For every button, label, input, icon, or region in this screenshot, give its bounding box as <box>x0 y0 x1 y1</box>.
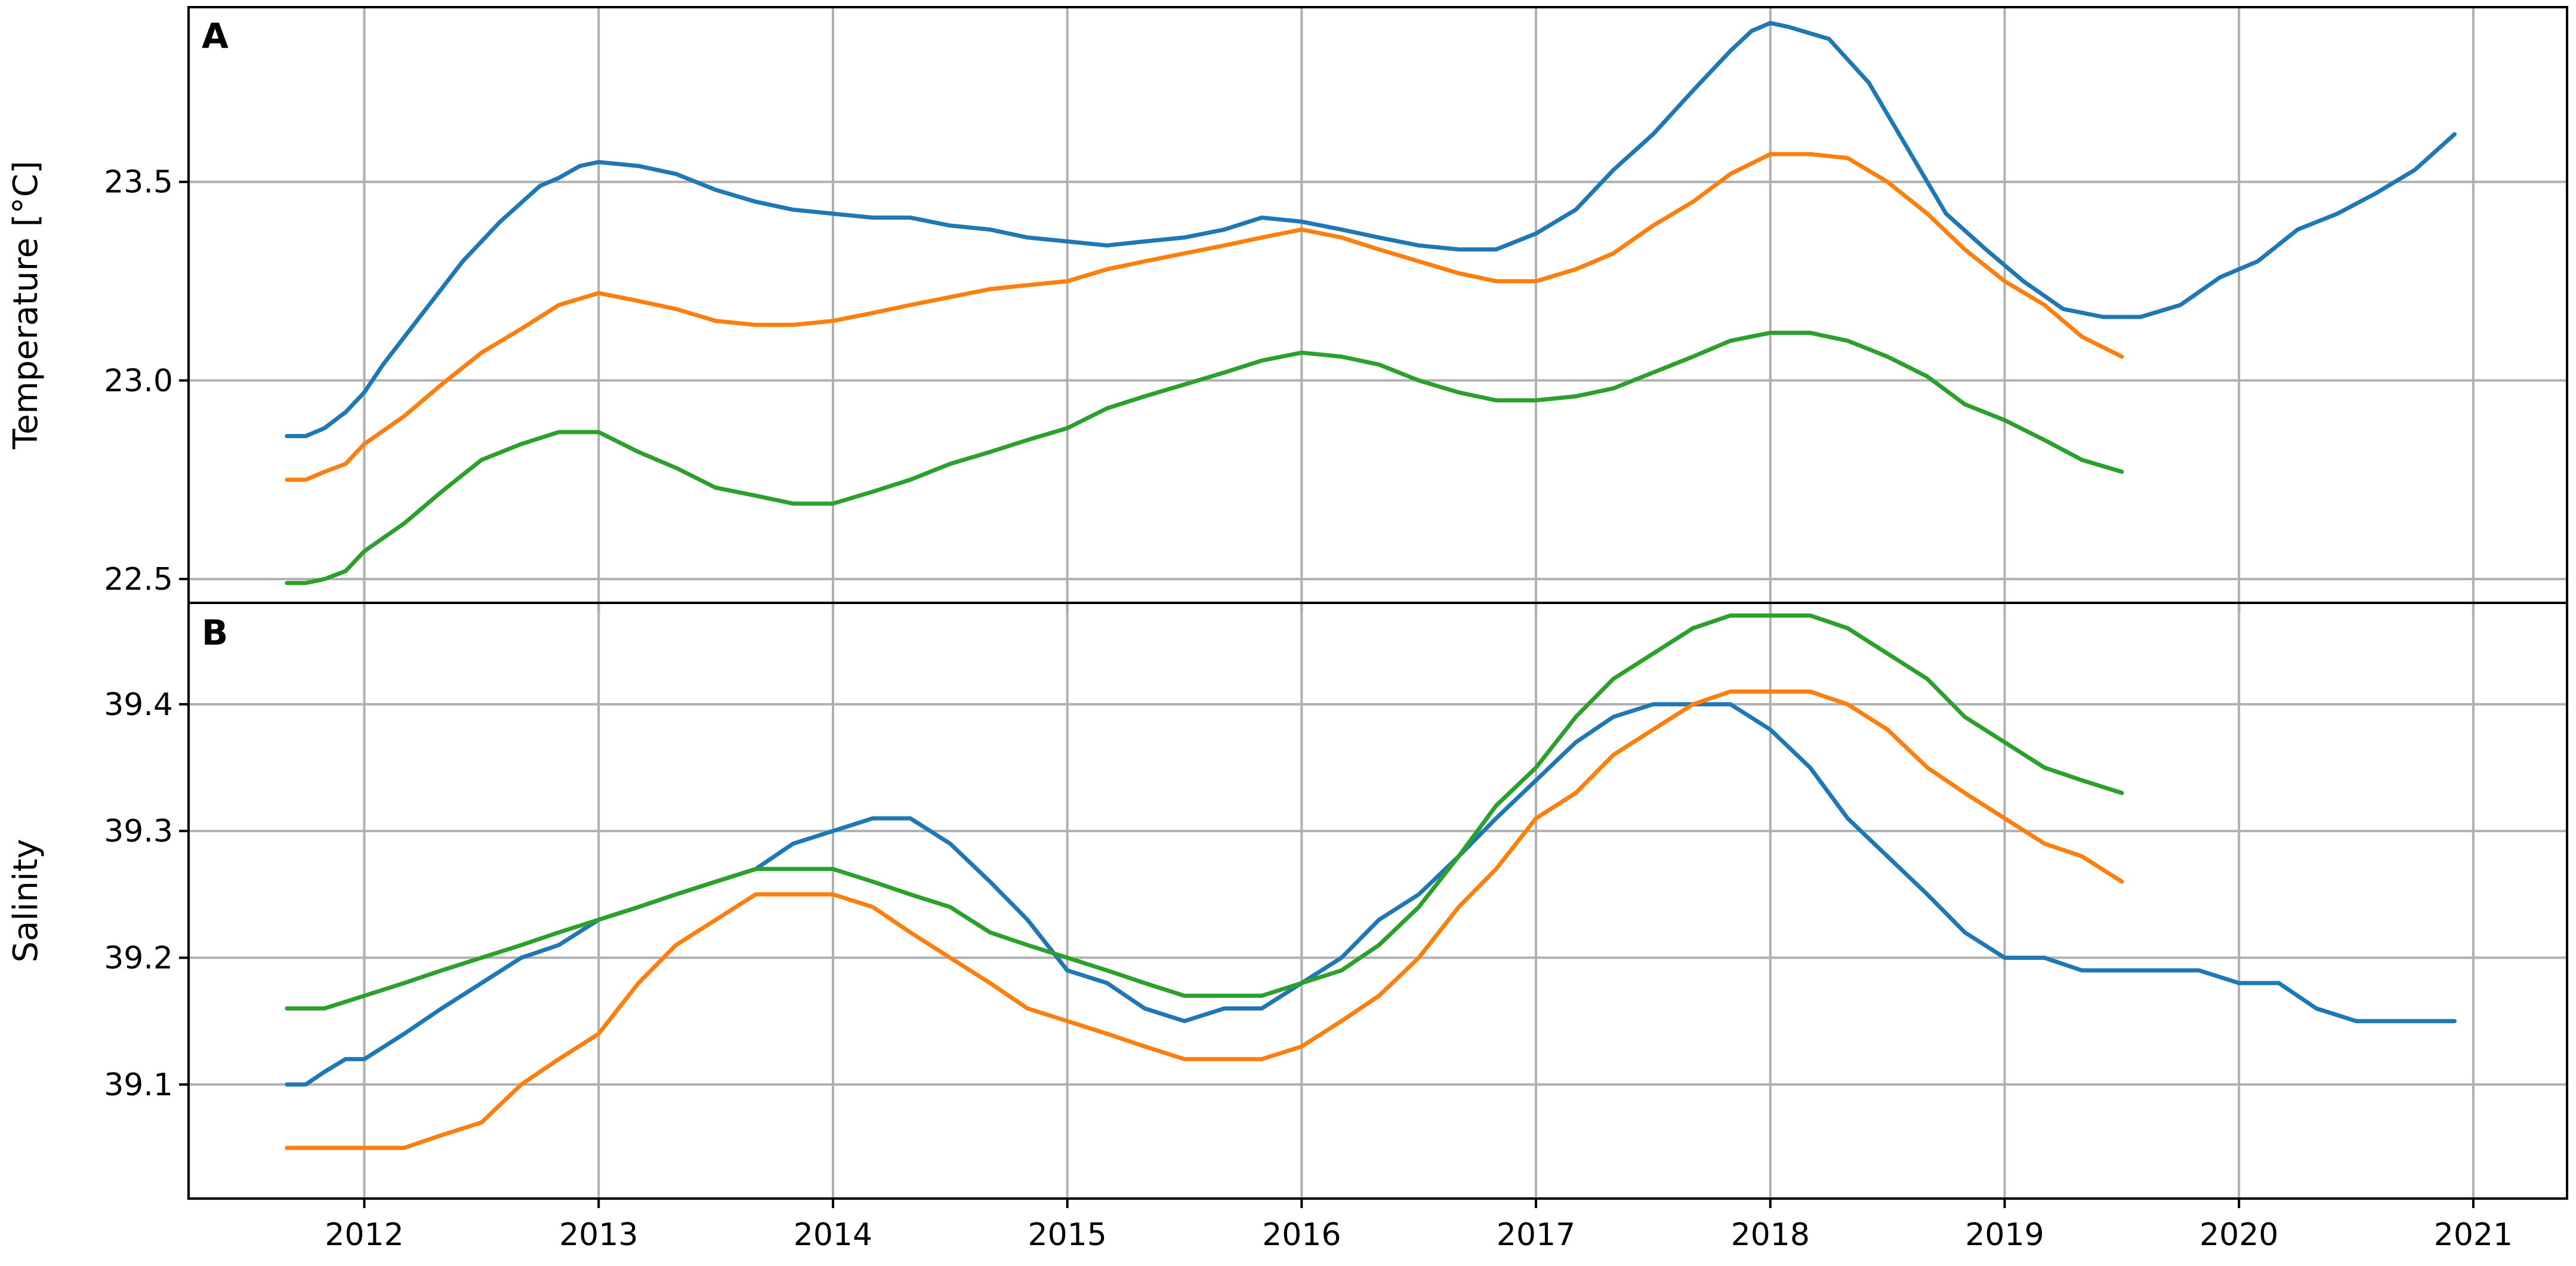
x-tick-label-2015: 2015 <box>1028 1217 1106 1253</box>
salinity-series-line-1 <box>285 702 2457 1087</box>
salinity-plot-frame <box>187 602 2568 1200</box>
temperature-y-ticks: 22.5 23.0 23.5 <box>104 165 2475 612</box>
salinity-y-ticks: 39.1 39.2 39.3 39.4 <box>104 687 189 1103</box>
x-tick-label-2021: 2021 <box>2434 1217 2513 1253</box>
x-tick-label-2018: 2018 <box>1731 1217 1810 1253</box>
salinity-grid <box>189 603 2567 1199</box>
x-tick-label-2013: 2013 <box>559 1217 638 1253</box>
salinity-series-line-3 <box>285 613 2124 1011</box>
x-tick-label-2019: 2019 <box>1965 1217 2044 1253</box>
x-tick-label-2020: 2020 <box>2199 1217 2278 1253</box>
temperature-series-line-2 <box>285 152 2124 482</box>
salinity-series <box>285 613 2457 1150</box>
panel-label-b: B <box>202 612 228 653</box>
salinity-y-tick-label-3: 39.4 <box>104 687 173 723</box>
salinity-panel: 39.139.239.339.4 2012 2013 2014 2015 2016 201… <box>7 602 2568 1253</box>
panel-label-a: A <box>202 16 229 56</box>
temperature-y-tick-label-0: 22.5 <box>104 562 173 597</box>
salinity-y-tick-label-0: 39.1 <box>104 1067 173 1103</box>
temperature-panel: 22.5 23.0 23.5 A Temperature [°C] <box>7 6 2568 612</box>
temperature-series-line-1 <box>285 21 2457 439</box>
temperature-series-line-3 <box>285 331 2124 586</box>
x-tick-label-2014: 2014 <box>794 1217 872 1253</box>
x-tick-label-2017: 2017 <box>1497 1217 1575 1253</box>
x-tick-label-2012: 2012 <box>325 1217 403 1253</box>
temperature-y-tick-label-1: 23.0 <box>104 363 173 399</box>
temperature-series <box>285 21 2457 586</box>
temperature-y-tick-label-2: 23.5 <box>104 165 173 201</box>
temperature-grid <box>189 7 2567 603</box>
salinity-series-line-2 <box>285 689 2124 1150</box>
salinity-y-axis-label: Salinity <box>7 839 45 962</box>
x-tick-label-2016: 2016 <box>1262 1217 1341 1253</box>
shared-x-ticks: 2012 2013 2014 2015 2016 2017 2018 2019 2020 2021 <box>325 1199 2513 1253</box>
temperature-y-axis-label: Temperature [°C] <box>7 161 45 449</box>
salinity-y-tick-label-2: 39.3 <box>104 814 173 849</box>
salinity-y-tick-label-1: 39.2 <box>104 941 173 977</box>
